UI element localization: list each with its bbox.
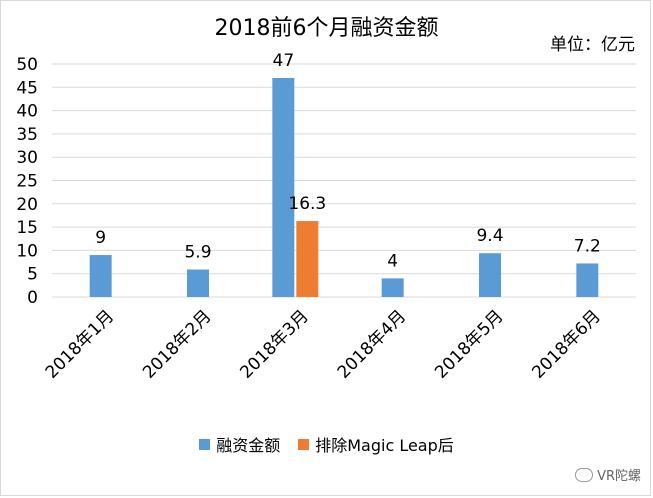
y-tick-label: 5 bbox=[27, 265, 38, 285]
bar-series-1-3 bbox=[272, 77, 295, 297]
legend-swatch-series-2 bbox=[298, 438, 310, 450]
y-tick-label: 30 bbox=[16, 148, 38, 168]
y-tick-label: 50 bbox=[16, 55, 38, 75]
data-label-series-1-2: 5.9 bbox=[184, 243, 211, 263]
legend-label-series-1: 融资金额 bbox=[216, 436, 281, 455]
x-tick-label-5: 2018年5月 bbox=[431, 306, 507, 382]
data-label-series-1-4: 4 bbox=[387, 251, 398, 271]
data-label-series-1-3: 47 bbox=[273, 51, 295, 71]
watermark: VR陀螺 bbox=[575, 465, 641, 484]
y-tick-label: 10 bbox=[16, 241, 38, 261]
x-tick-label-2: 2018年2月 bbox=[139, 306, 215, 382]
x-tick-label-3: 2018年3月 bbox=[236, 306, 312, 382]
bar-series-1-5 bbox=[479, 253, 501, 297]
x-tick-label-6: 2018年6月 bbox=[528, 306, 604, 382]
y-tick-label: 35 bbox=[16, 125, 38, 145]
y-tick-label: 45 bbox=[16, 78, 38, 98]
y-tick-label: 0 bbox=[27, 288, 38, 308]
y-tick-label: 20 bbox=[16, 195, 38, 215]
watermark-text: VR陀螺 bbox=[597, 469, 641, 484]
data-label-series-1-1: 9 bbox=[95, 228, 106, 248]
y-tick-label: 25 bbox=[16, 172, 38, 192]
bars bbox=[89, 77, 599, 297]
y-tick-label: 40 bbox=[16, 102, 38, 122]
bar-series-1-2 bbox=[187, 269, 209, 297]
bar-series-1-1 bbox=[89, 255, 112, 297]
x-axis: 2018年1月 2018年2月 2018年3月 2018年4月 2018年5月 2018年… bbox=[42, 306, 605, 382]
unit-label: 单位：亿元 bbox=[550, 35, 635, 55]
y-tick-label: 15 bbox=[16, 218, 38, 238]
x-tick-label-1: 2018年1月 bbox=[42, 306, 118, 382]
legend-swatch-series-1 bbox=[199, 438, 211, 450]
y-axis: 0 5 10 15 20 25 30 35 40 45 50 bbox=[16, 55, 38, 308]
x-tick-label-4: 2018年4月 bbox=[334, 306, 410, 382]
legend: 融资金额 排除Magic Leap后 bbox=[0, 432, 653, 456]
bar-series-2-3 bbox=[296, 221, 319, 297]
bar-series-1-4 bbox=[381, 278, 404, 297]
wechat-icon bbox=[575, 467, 594, 482]
data-label-series-1-5: 9.4 bbox=[476, 226, 503, 246]
data-labels: 9 5.9 47 16.3 4 9.4 7.2 bbox=[95, 51, 601, 271]
gridlines bbox=[52, 63, 636, 298]
legend-item-series-1: 融资金额 bbox=[199, 432, 280, 456]
legend-item-series-2: 排除Magic Leap后 bbox=[298, 432, 454, 456]
data-label-series-2-3: 16.3 bbox=[288, 194, 326, 214]
legend-label-series-2: 排除Magic Leap后 bbox=[315, 436, 454, 455]
bar-series-1-6 bbox=[576, 263, 599, 297]
data-label-series-1-6: 7.2 bbox=[574, 236, 601, 256]
chart-title: 2018前6个月融资金额 bbox=[214, 16, 439, 41]
